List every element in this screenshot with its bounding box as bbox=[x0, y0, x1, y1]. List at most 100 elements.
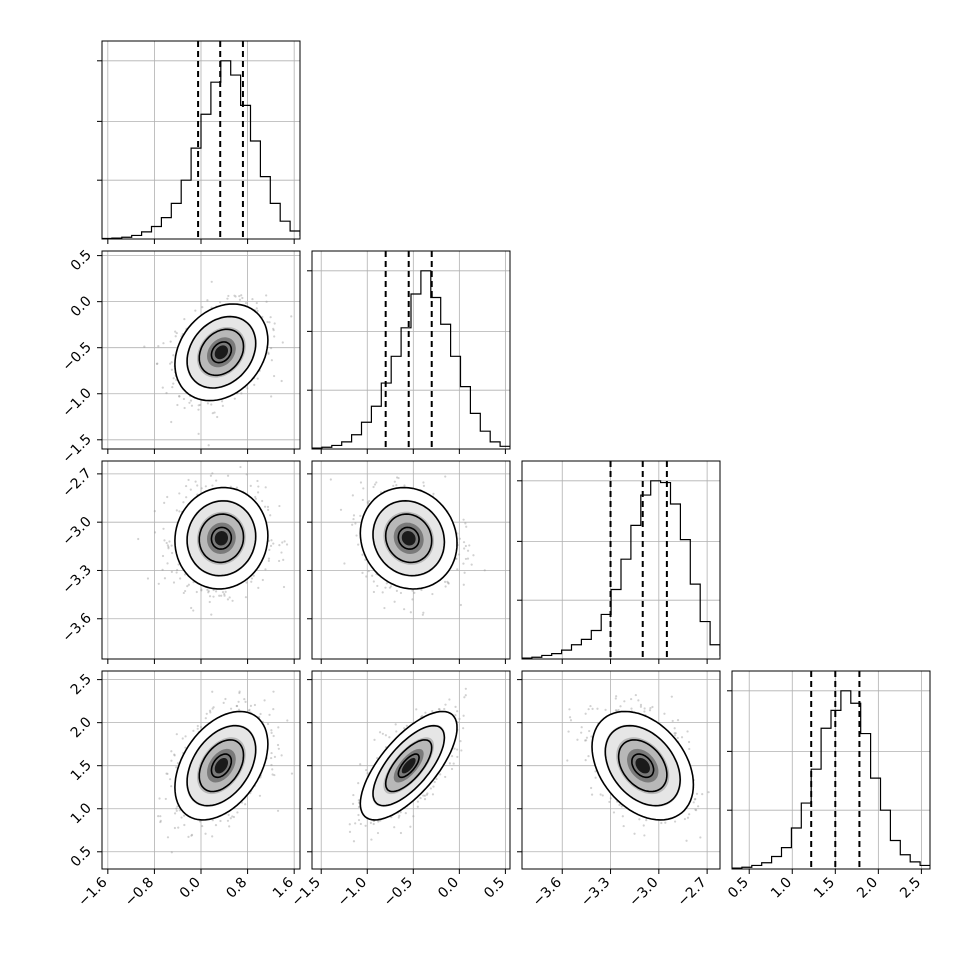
sample-point bbox=[239, 465, 242, 469]
sample-point bbox=[170, 420, 173, 424]
sample-point bbox=[359, 481, 363, 484]
contour-2 bbox=[384, 513, 433, 564]
sample-point bbox=[186, 585, 189, 588]
sample-point bbox=[372, 580, 375, 583]
sample-point bbox=[265, 300, 268, 303]
sample-point bbox=[357, 782, 360, 785]
sample-point bbox=[168, 778, 172, 781]
sample-point bbox=[388, 586, 392, 589]
sample-point bbox=[272, 542, 275, 545]
sample-point bbox=[175, 509, 178, 512]
sample-point bbox=[226, 819, 230, 822]
panel-1-1 bbox=[307, 250, 511, 454]
sample-point bbox=[357, 805, 361, 809]
sample-point bbox=[368, 499, 371, 503]
sample-point bbox=[376, 584, 379, 588]
sample-point bbox=[233, 397, 236, 400]
sample-point bbox=[240, 294, 243, 297]
sample-point bbox=[348, 823, 351, 826]
sample-point bbox=[229, 707, 233, 710]
sample-point bbox=[271, 773, 274, 776]
sample-point bbox=[355, 534, 358, 537]
sample-point bbox=[198, 820, 202, 823]
sample-point bbox=[170, 570, 173, 574]
y-tick-label: −3.3 bbox=[59, 562, 94, 597]
sample-point bbox=[192, 729, 195, 732]
sample-point bbox=[707, 791, 710, 794]
sample-point bbox=[264, 486, 267, 489]
sample-point bbox=[266, 722, 270, 726]
sample-point bbox=[252, 574, 255, 577]
sample-point bbox=[397, 476, 400, 480]
sample-point bbox=[184, 484, 188, 488]
sample-point bbox=[183, 318, 186, 321]
sample-point bbox=[395, 730, 398, 733]
sample-point bbox=[376, 756, 379, 760]
sample-point bbox=[397, 816, 400, 819]
panel-frame bbox=[311, 250, 511, 450]
sample-point bbox=[393, 826, 396, 829]
sample-point bbox=[173, 753, 176, 756]
sample-point bbox=[399, 811, 402, 814]
sample-point bbox=[367, 570, 370, 573]
sample-point bbox=[257, 586, 260, 589]
sample-point bbox=[281, 341, 284, 344]
sample-point bbox=[403, 727, 406, 730]
sample-point bbox=[604, 708, 607, 711]
contour-3 bbox=[397, 526, 420, 550]
x-tick-label: 0.8 bbox=[223, 875, 250, 902]
sample-point bbox=[588, 729, 591, 733]
sample-point bbox=[457, 553, 461, 556]
sample-point bbox=[381, 732, 384, 735]
sample-point bbox=[250, 577, 254, 580]
sample-point bbox=[221, 590, 225, 594]
sample-point bbox=[263, 699, 266, 702]
sample-point bbox=[267, 557, 271, 560]
contour-0 bbox=[174, 486, 269, 590]
sample-point bbox=[403, 484, 406, 487]
sample-point bbox=[680, 736, 684, 739]
sample-point bbox=[444, 585, 447, 588]
sample-point bbox=[185, 496, 188, 499]
sample-point bbox=[272, 690, 275, 693]
sample-point bbox=[361, 571, 364, 574]
sample-point bbox=[173, 826, 177, 830]
sample-point bbox=[424, 711, 427, 714]
x-tick-label: −0.8 bbox=[122, 875, 157, 910]
sample-point bbox=[270, 395, 273, 398]
sample-point bbox=[459, 603, 462, 607]
sample-point bbox=[456, 710, 459, 713]
sample-point bbox=[357, 813, 360, 817]
sample-point bbox=[188, 401, 191, 404]
sample-point bbox=[399, 591, 403, 595]
sample-point bbox=[422, 484, 426, 487]
sample-point bbox=[403, 608, 406, 611]
sample-point bbox=[255, 307, 258, 310]
sample-point bbox=[259, 712, 262, 716]
sample-point bbox=[359, 514, 362, 517]
sample-point bbox=[456, 748, 459, 751]
sample-point bbox=[165, 772, 168, 775]
sample-point bbox=[276, 809, 280, 812]
sample-point bbox=[157, 814, 160, 818]
sample-point bbox=[212, 588, 215, 592]
sample-point bbox=[178, 395, 181, 398]
sample-point bbox=[183, 406, 186, 410]
sample-point bbox=[385, 582, 388, 585]
panel-frame bbox=[521, 460, 721, 660]
sample-point bbox=[357, 543, 360, 546]
sample-point bbox=[362, 487, 365, 490]
sample-point bbox=[285, 543, 289, 546]
sample-point bbox=[425, 793, 428, 796]
x-tick-label: 0.0 bbox=[177, 875, 204, 902]
sample-point bbox=[282, 585, 286, 589]
sample-point bbox=[200, 588, 203, 591]
sample-point bbox=[393, 600, 396, 603]
sample-point bbox=[153, 510, 156, 513]
sample-point bbox=[189, 488, 192, 491]
x-tick-label: 0.0 bbox=[435, 875, 462, 902]
sample-point bbox=[420, 588, 423, 592]
sample-point bbox=[173, 812, 177, 815]
sample-point bbox=[235, 704, 239, 708]
sample-point bbox=[456, 755, 459, 759]
